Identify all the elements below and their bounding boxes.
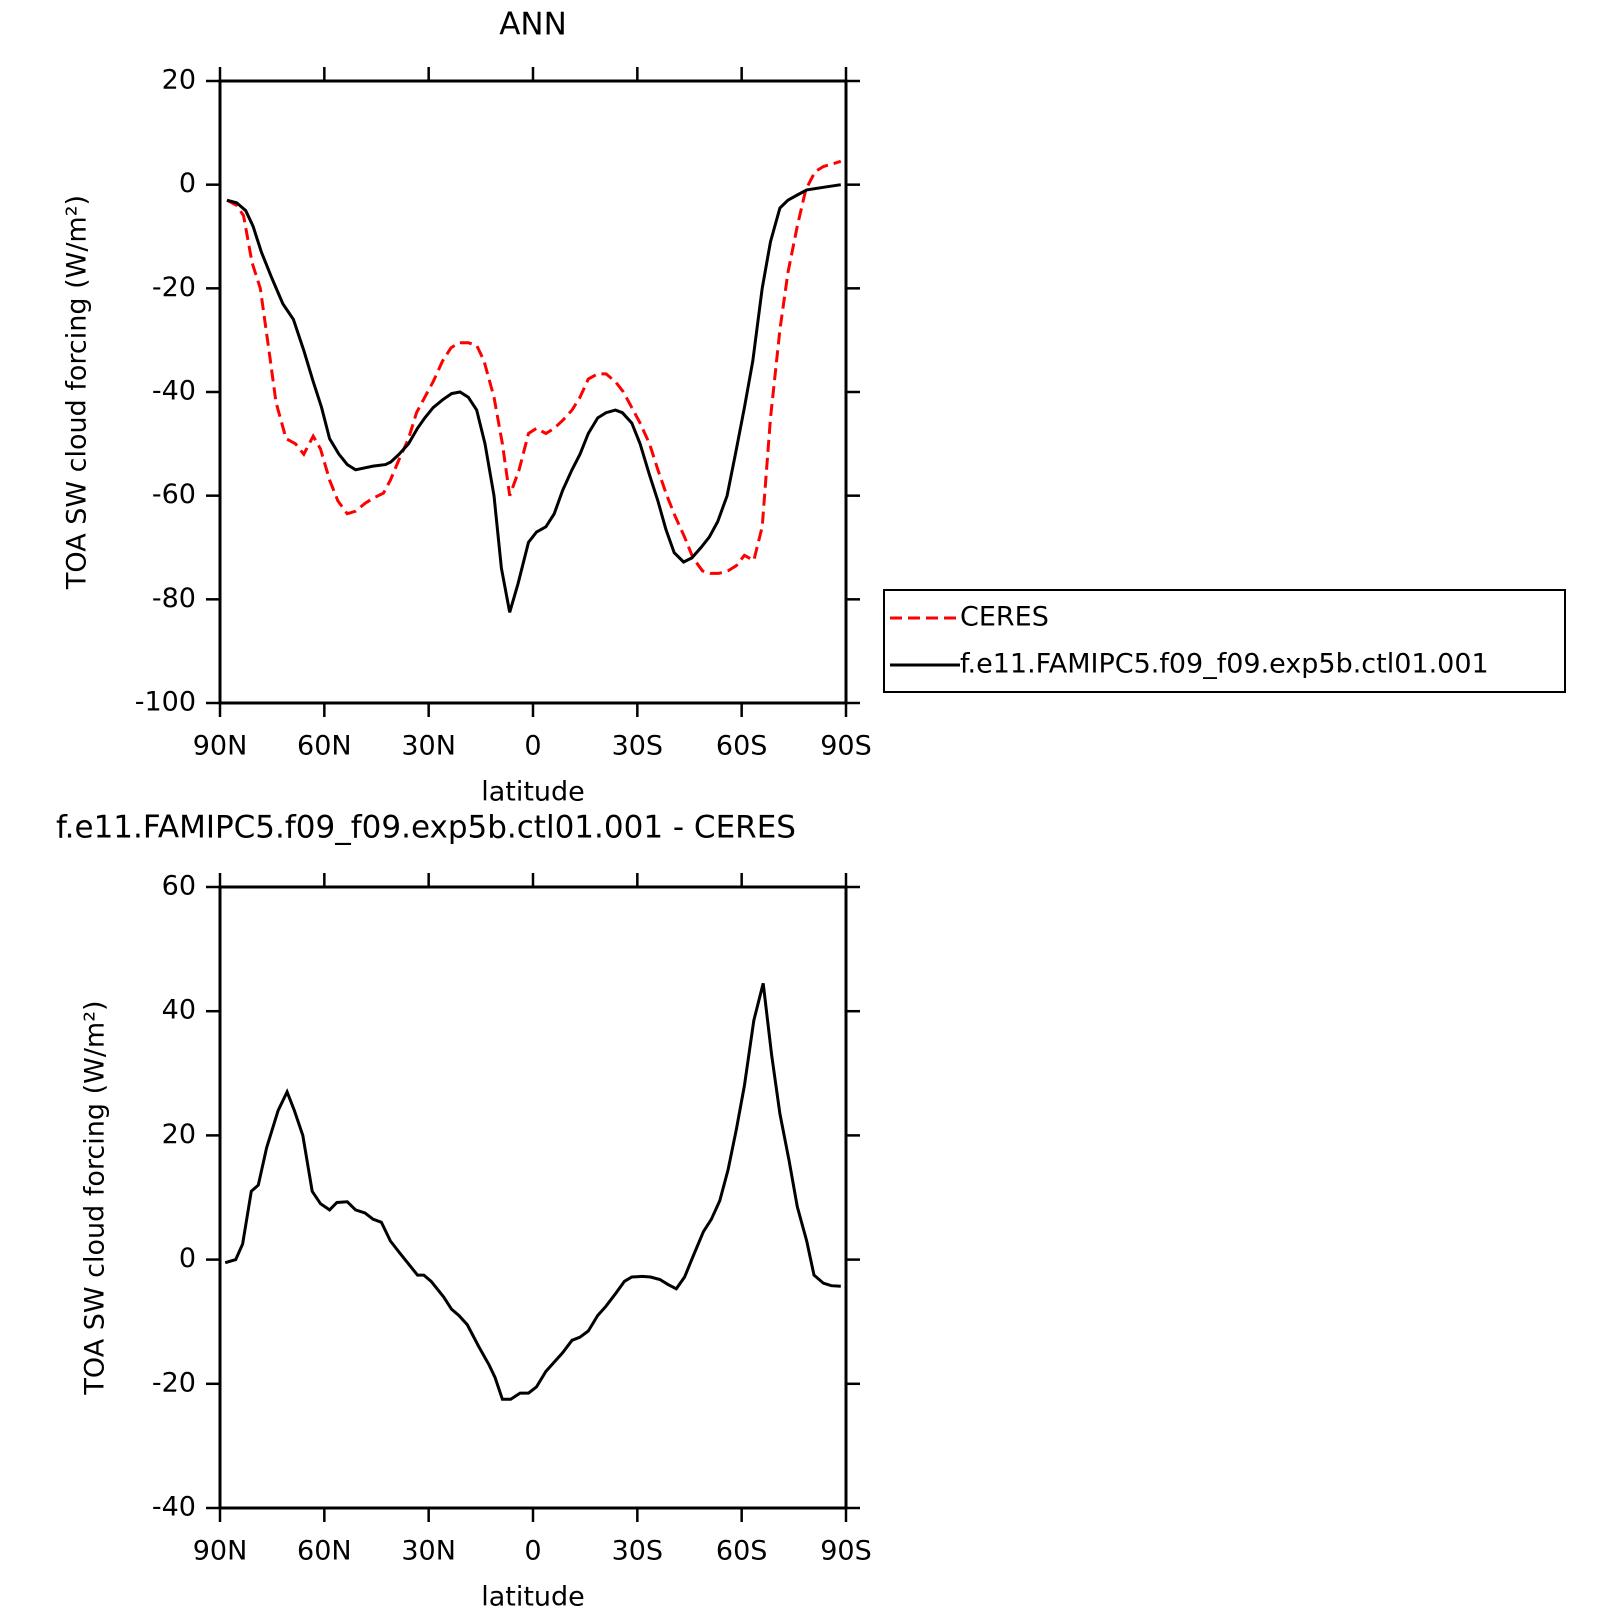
x-tick-label: 60N: [297, 731, 352, 762]
plot-frame: [218, 79, 848, 705]
series-line: [224, 982, 841, 1401]
x-tick-label: 30S: [612, 1536, 664, 1567]
y-axis-label: TOA SW cloud forcing (W/m²): [80, 1000, 111, 1395]
y-tick-label: -80: [152, 583, 196, 614]
y-tick-label: 20: [162, 1119, 196, 1150]
x-tick-label: 60S: [716, 731, 768, 762]
x-tick-label: 0: [524, 1536, 541, 1567]
x-tick-label: 30S: [612, 731, 664, 762]
y-tick-label: 60: [162, 871, 196, 902]
plot-frame: [218, 885, 848, 1510]
y-tick-label: -60: [152, 479, 196, 510]
chart-title: f.e11.FAMIPC5.f09_f09.exp5b.ctl01.001 - …: [56, 810, 796, 846]
y-tick-label: -40: [152, 376, 196, 407]
y-tick-label: -20: [152, 272, 196, 303]
y-tick-label: -20: [152, 1367, 196, 1398]
x-tick-label: 90S: [820, 1536, 872, 1567]
x-tick-label: 30N: [401, 731, 456, 762]
series-line: [226, 159, 842, 575]
y-tick-label: 0: [179, 168, 196, 199]
x-tick-label: 60S: [716, 1536, 768, 1567]
legend-label: f.e11.FAMIPC5.f09_f09.exp5b.ctl01.001: [960, 649, 1489, 680]
x-axis-label: latitude: [481, 777, 585, 808]
x-tick-label: 90N: [193, 1536, 248, 1567]
y-axis-label: TOA SW cloud forcing (W/m²): [62, 195, 93, 590]
series-line: [226, 183, 842, 613]
x-tick-label: 0: [524, 731, 541, 762]
x-tick-label: 90N: [193, 731, 248, 762]
y-tick-label: -40: [152, 1492, 196, 1523]
x-tick-label: 90S: [820, 731, 872, 762]
x-tick-label: 30N: [401, 1536, 456, 1567]
legend-box: [883, 589, 1566, 693]
y-tick-label: 0: [179, 1243, 196, 1274]
y-tick-label: 40: [162, 995, 196, 1026]
chart-title: ANN: [499, 7, 567, 43]
x-tick-label: 60N: [297, 1536, 352, 1567]
legend-label: CERES: [960, 602, 1049, 633]
y-tick-label: 20: [162, 65, 196, 96]
y-tick-label: -100: [135, 687, 196, 718]
x-axis-label: latitude: [481, 1582, 585, 1613]
